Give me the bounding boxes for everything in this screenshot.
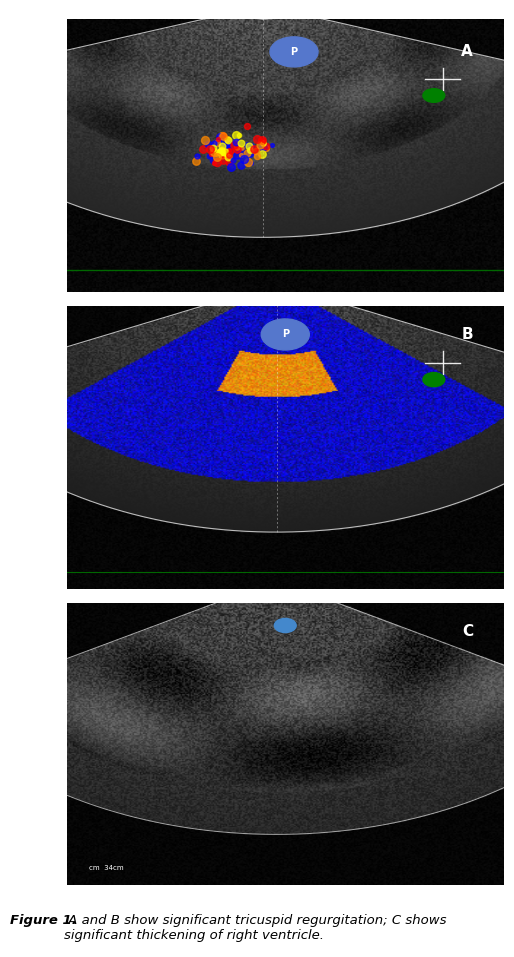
Point	[245, 139, 253, 154]
Text: cm  34cm: cm 34cm	[89, 865, 123, 871]
Point	[224, 149, 232, 165]
Point	[217, 147, 226, 163]
Point	[225, 139, 233, 154]
Point	[268, 137, 276, 152]
Point	[221, 145, 229, 160]
Point	[246, 143, 254, 158]
Point	[259, 140, 267, 155]
Point	[216, 130, 224, 145]
Text: P: P	[282, 329, 289, 340]
Point	[225, 155, 233, 170]
Point	[192, 153, 200, 168]
Point	[233, 141, 241, 156]
Point	[230, 138, 238, 153]
Circle shape	[270, 37, 318, 67]
Point	[258, 132, 266, 147]
Point	[214, 131, 222, 146]
Point	[247, 155, 255, 170]
Point	[227, 144, 235, 159]
Point	[218, 138, 226, 153]
Point	[253, 148, 261, 164]
Point	[244, 155, 252, 170]
Point	[225, 143, 233, 158]
Point	[262, 138, 270, 153]
Point	[250, 142, 258, 157]
Text: A: A	[462, 44, 473, 59]
Point	[238, 140, 246, 155]
Point	[219, 128, 227, 144]
Point	[204, 137, 212, 152]
Point	[262, 141, 270, 156]
Circle shape	[274, 618, 296, 633]
Point	[231, 127, 240, 143]
Point	[222, 136, 230, 151]
Point	[210, 136, 218, 151]
Point	[229, 152, 237, 167]
Circle shape	[261, 319, 309, 350]
Point	[209, 152, 217, 167]
Point	[216, 145, 225, 160]
Point	[259, 132, 267, 147]
Point	[240, 151, 248, 167]
Point	[214, 134, 222, 149]
Point	[218, 128, 226, 144]
Point	[205, 148, 213, 164]
Point	[247, 138, 255, 153]
Point	[243, 138, 251, 153]
Point	[223, 132, 231, 147]
Circle shape	[423, 372, 445, 387]
Point	[256, 137, 265, 152]
Text: Figure 1.: Figure 1.	[10, 914, 77, 927]
Point	[230, 135, 238, 150]
Point	[236, 135, 245, 150]
Point	[252, 144, 261, 159]
Point	[222, 144, 230, 159]
Point	[233, 139, 241, 154]
Point	[236, 157, 245, 172]
Point	[193, 148, 201, 164]
Point	[233, 146, 241, 162]
Point	[210, 156, 218, 171]
Point	[259, 135, 267, 150]
Text: B: B	[462, 327, 473, 342]
Point	[219, 152, 227, 167]
Point	[214, 145, 223, 160]
Point	[253, 131, 262, 146]
Point	[198, 142, 207, 157]
Point	[201, 132, 209, 147]
Point	[237, 144, 245, 159]
Point	[225, 147, 233, 163]
Point	[217, 144, 226, 159]
Point	[227, 159, 235, 174]
Point	[218, 144, 227, 159]
Text: P: P	[290, 47, 298, 56]
Point	[218, 141, 226, 156]
Point	[243, 119, 251, 134]
Point	[235, 128, 244, 144]
Circle shape	[423, 89, 445, 102]
Point	[219, 127, 227, 143]
Point	[206, 142, 214, 157]
Text: C: C	[462, 624, 473, 638]
Point	[237, 147, 246, 163]
Point	[212, 146, 221, 162]
Point	[232, 135, 240, 150]
Point	[258, 145, 266, 161]
Point	[213, 136, 222, 151]
Point	[246, 145, 254, 160]
Point	[224, 132, 232, 147]
Point	[243, 145, 251, 161]
Point	[213, 154, 221, 169]
Point	[213, 149, 221, 165]
Point	[208, 145, 216, 161]
Point	[209, 140, 217, 155]
Point	[210, 144, 218, 159]
Text: A and B show significant tricuspid regurgitation; C shows
significant thickening: A and B show significant tricuspid regur…	[64, 914, 447, 942]
